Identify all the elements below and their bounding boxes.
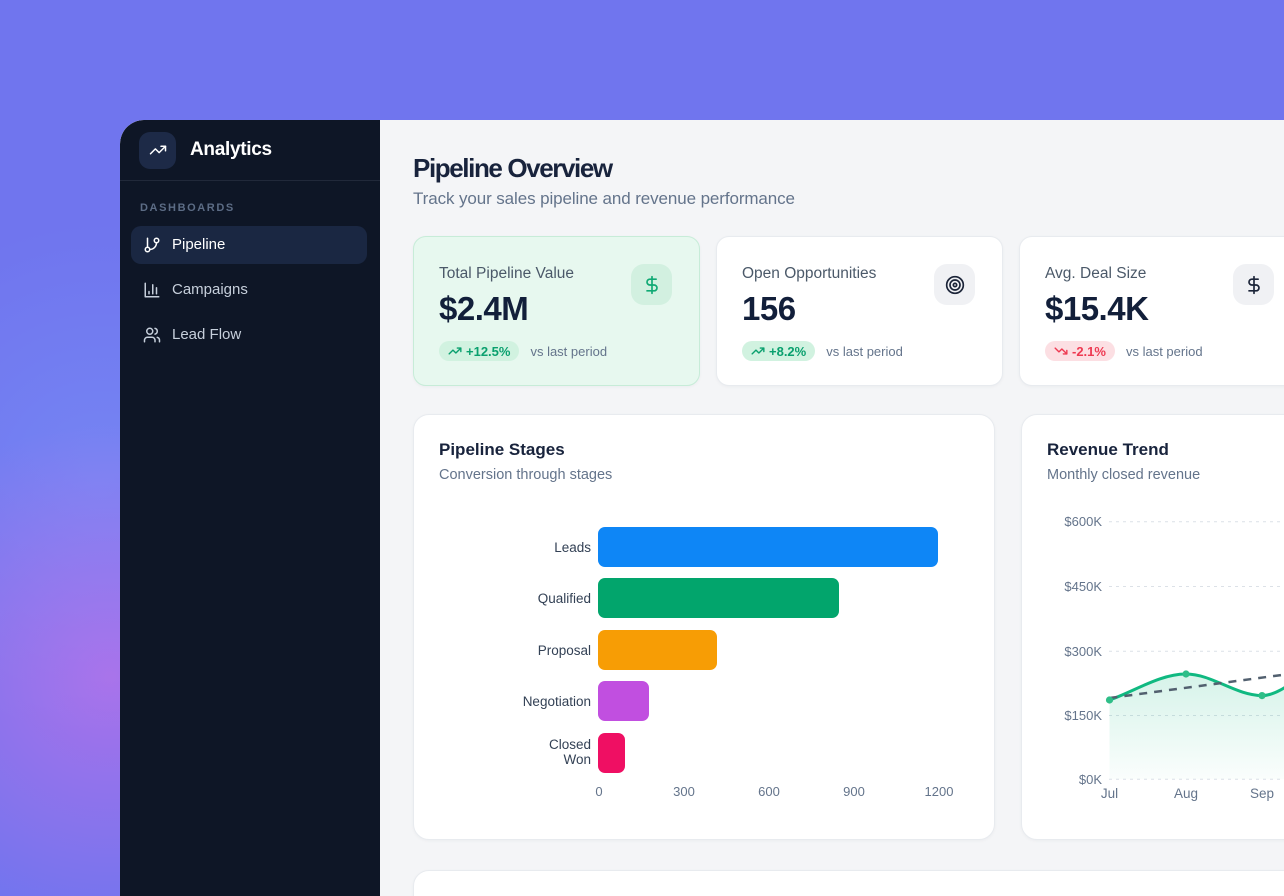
svg-text:$450K: $450K xyxy=(1064,579,1102,594)
svg-text:$600K: $600K xyxy=(1064,514,1102,529)
svg-text:$150K: $150K xyxy=(1064,708,1102,723)
svg-text:Aug: Aug xyxy=(1174,786,1198,801)
svg-text:$300K: $300K xyxy=(1064,644,1102,659)
svg-text:$0K: $0K xyxy=(1079,772,1102,787)
svg-text:Jul: Jul xyxy=(1101,786,1118,801)
svg-text:Sep: Sep xyxy=(1250,786,1274,801)
